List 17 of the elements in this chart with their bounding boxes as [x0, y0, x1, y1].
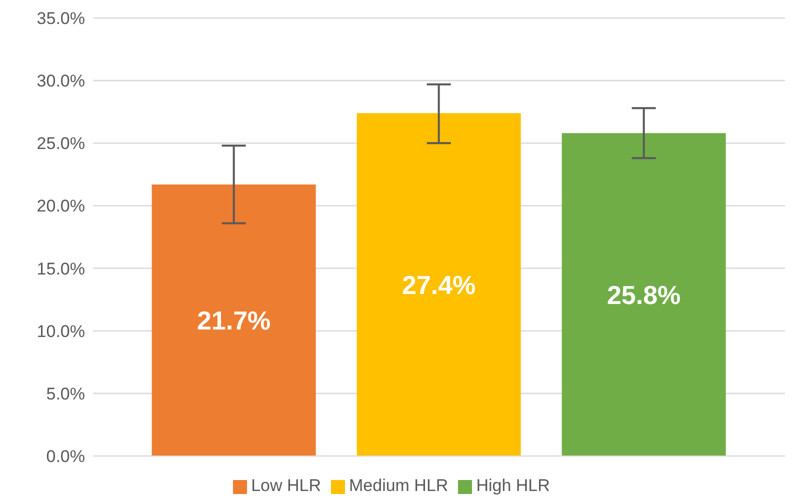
data-label: 27.4% [402, 270, 476, 300]
data-label: 21.7% [196, 305, 271, 336]
y-tick-label: 25.0% [36, 134, 85, 154]
bar [562, 133, 726, 456]
y-tick-label: 20.0% [36, 196, 85, 216]
legend-label: High HLR [476, 476, 550, 495]
y-tick-label: 30.0% [36, 72, 85, 91]
bar [152, 184, 316, 456]
bar [356, 113, 521, 456]
y-tick-label: 35.0% [36, 9, 85, 28]
y-tick-label: 10.0% [36, 322, 85, 341]
y-tick-label: 0.0% [46, 447, 85, 466]
legend-label: Low HLR [251, 476, 321, 495]
legend-label: Medium HLR [349, 476, 448, 495]
y-tick-label: 5.0% [46, 384, 85, 404]
y-tick-label: 15.0% [36, 259, 85, 278]
data-label: 25.8% [606, 280, 681, 310]
